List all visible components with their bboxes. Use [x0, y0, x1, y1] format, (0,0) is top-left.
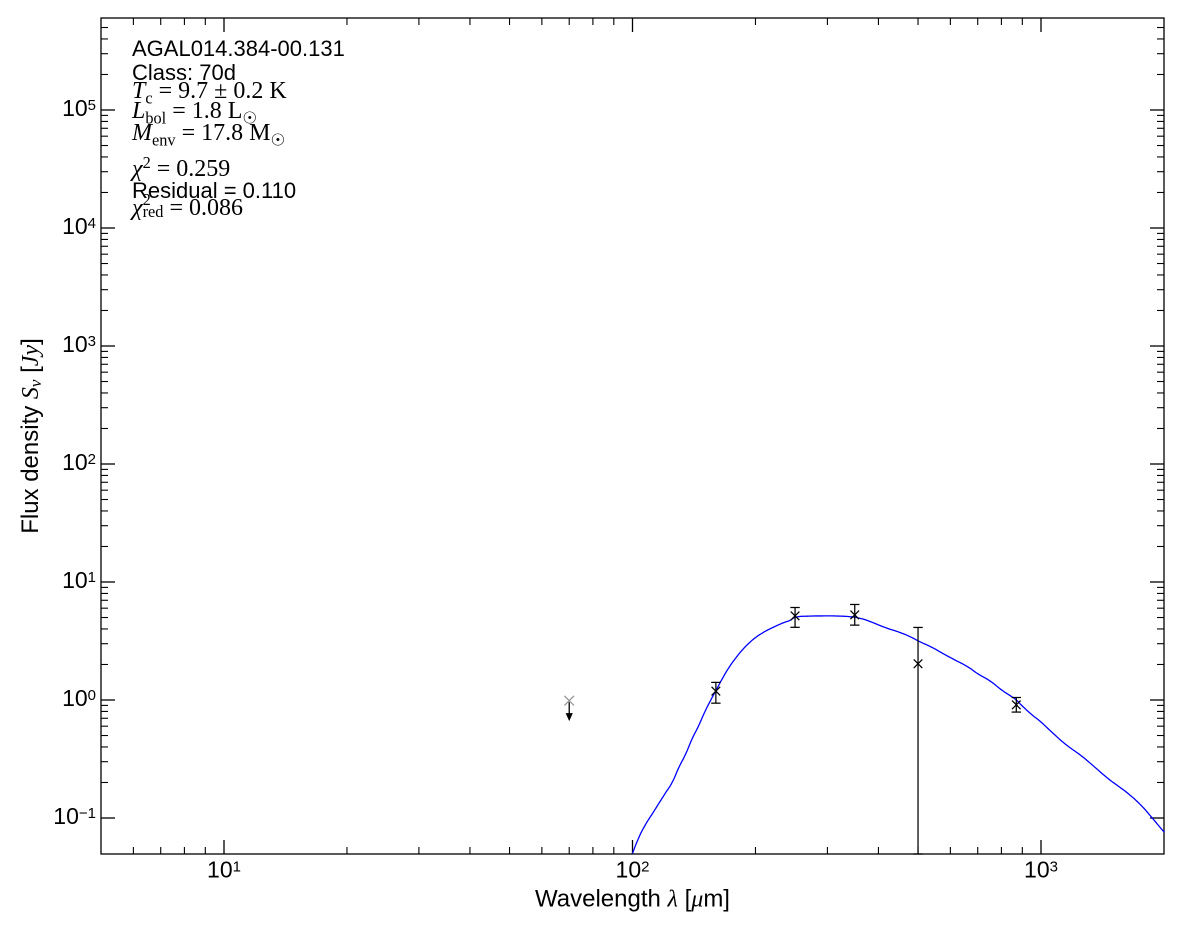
svg-text:100: 100	[62, 685, 96, 711]
svg-text:103: 103	[1024, 857, 1058, 883]
svg-text:102: 102	[62, 449, 96, 475]
svg-text:102: 102	[616, 857, 650, 883]
svg-text:103: 103	[62, 331, 96, 357]
svg-text:105: 105	[62, 95, 96, 121]
svg-text:104: 104	[62, 213, 96, 239]
svg-text:Flux density Sν [Jy]: Flux density Sν [Jy]	[17, 338, 45, 534]
svg-text:101: 101	[62, 567, 96, 593]
svg-text:Wavelength λ [μm]: Wavelength λ [μm]	[535, 886, 730, 913]
svg-text:101: 101	[207, 857, 241, 883]
svg-text:10−1: 10−1	[53, 803, 96, 829]
